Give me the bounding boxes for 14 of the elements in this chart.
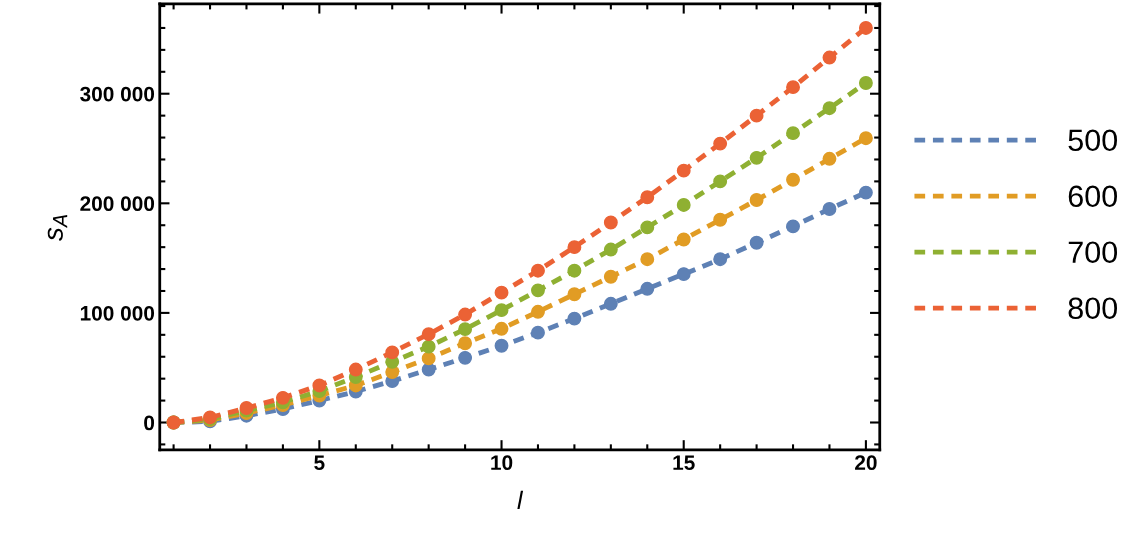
y-axis-title: s$_{A}$ [47,214,68,241]
legend-label: 500 [1068,129,1118,152]
x-tick-label: 5 [314,455,325,471]
y-tick-label: 200 000 [80,196,155,212]
y-tick-label: 0 [144,415,155,431]
legend-label: 800 [1068,297,1118,320]
x-tick-label: 15 [673,455,695,471]
x-axis-title: l [517,490,524,509]
legend-label: 600 [1068,185,1118,208]
legend-label: 700 [1068,241,1118,264]
y-tick-label: 100 000 [80,305,155,321]
x-tick-label: 20 [855,455,877,471]
y-tick-label: 300 000 [80,86,155,102]
x-tick-label: 10 [491,455,513,471]
